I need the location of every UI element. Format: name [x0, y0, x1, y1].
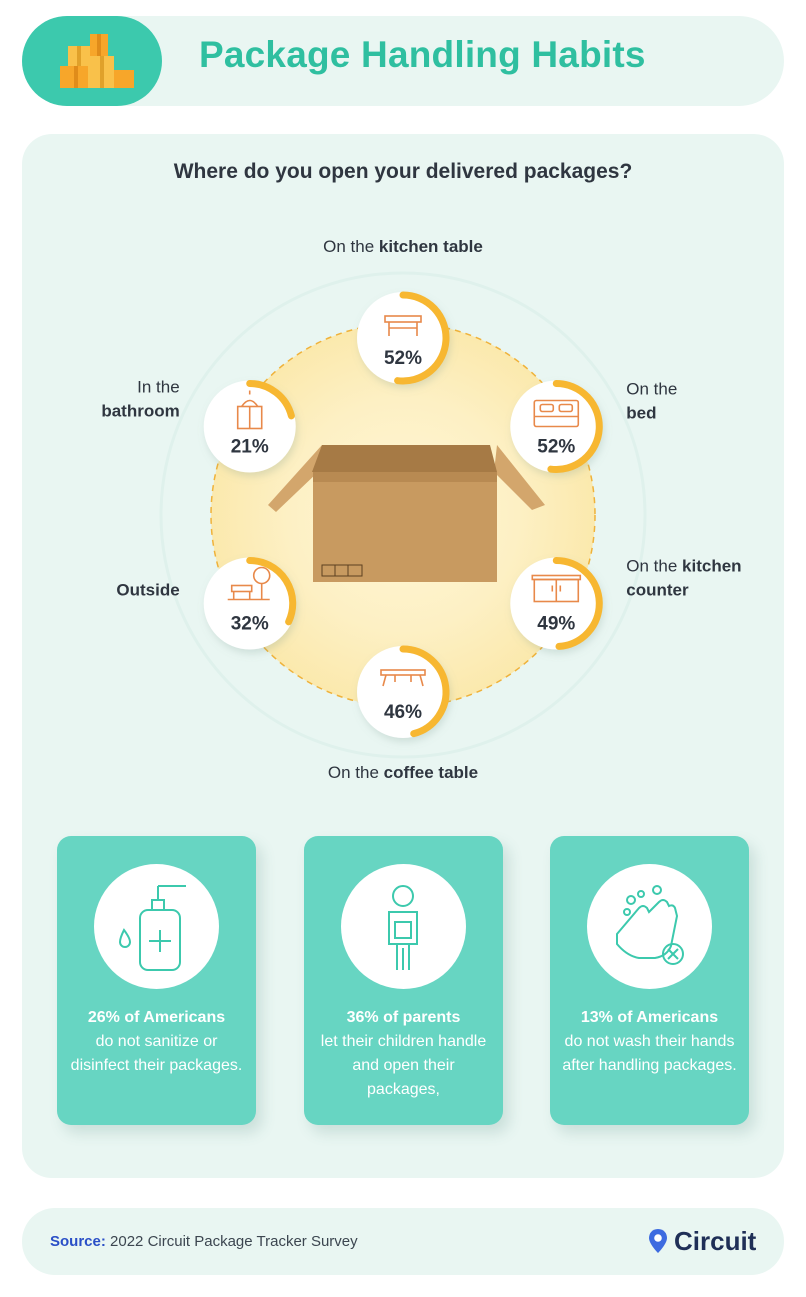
footer: Source: 2022 Circuit Package Tracker Sur… — [22, 1208, 784, 1275]
value-label: 52% — [384, 348, 422, 369]
counter-icon — [531, 574, 582, 603]
boxes-icon — [60, 34, 134, 88]
bed-icon — [533, 399, 580, 428]
category-label: On the bed — [626, 380, 677, 423]
location-pin-icon — [649, 1229, 667, 1253]
header-badge — [22, 16, 162, 106]
chart-title: Where do you open your delivered package… — [173, 160, 633, 183]
ring-disc — [203, 557, 296, 650]
coffee-table-icon — [380, 669, 426, 687]
stat-text: 13% of Americans do not wash their hands… — [562, 1009, 737, 1074]
source-label: Source: — [50, 1233, 106, 1250]
value-label: 46% — [384, 702, 422, 723]
value-arc — [399, 645, 450, 738]
category-label: Outside — [116, 581, 179, 600]
stat-text: 26% of Americans do not sanitize or disi… — [70, 1009, 243, 1074]
stat-text: 36% of parents let their children handle… — [320, 1009, 487, 1098]
brand-name: Circuit — [674, 1225, 757, 1256]
ring-disc — [510, 557, 603, 650]
stat-circle — [341, 864, 466, 989]
brand-logo: Circuit — [648, 1226, 756, 1256]
header-banner: Package Handling Habits — [22, 16, 784, 106]
ring-disc — [357, 292, 449, 384]
value-label: 32% — [231, 614, 269, 635]
stat-circle — [587, 864, 712, 989]
category-label: On the coffee table — [328, 763, 478, 782]
hand-wash-icon — [616, 885, 684, 965]
stat-circle — [94, 864, 219, 989]
value-label: 52% — [537, 437, 575, 458]
ring-outdoor-icon: 32% — [203, 557, 297, 650]
value-arc — [394, 291, 450, 385]
stat-card-handwash: 13% of Americans do not wash their hands… — [550, 836, 749, 1125]
value-label: 21% — [231, 437, 269, 458]
value-arc — [547, 380, 603, 473]
sanitizer-icon — [118, 885, 186, 971]
value-label: 49% — [537, 614, 575, 635]
ring-counter-icon: 49% — [510, 557, 603, 650]
value-arc — [246, 557, 297, 626]
ring-disc — [357, 646, 449, 738]
child-icon — [388, 885, 418, 970]
category-label: In the bathroom — [101, 378, 179, 421]
value-arc — [246, 380, 295, 420]
category-label: On the kitchen table — [323, 237, 483, 256]
page-title: Package Handling Habits — [199, 34, 646, 75]
ring-table-icon: 52% — [357, 291, 450, 385]
ring-coffee-table-icon: 46% — [357, 645, 450, 738]
ring-vanity-icon: 21% — [203, 380, 296, 473]
stat-card-children: 36% of parents let their children handle… — [304, 836, 503, 1125]
cardboard-box-illustration — [268, 445, 545, 582]
stat-card-sanitize: 26% of Americans do not sanitize or disi… — [57, 836, 256, 1125]
source-line: Source: 2022 Circuit Package Tracker Sur… — [50, 1233, 358, 1250]
ring-bed-icon: 52% — [510, 380, 603, 473]
table-icon — [384, 315, 422, 336]
value-arc — [552, 557, 603, 650]
category-label: On the kitchen counter — [626, 557, 741, 600]
source-text: 2022 Circuit Package Tracker Survey — [110, 1233, 358, 1250]
radial-chart: 52% 52% 49% 46% 32% 21% On the kitchen table O… — [101, 237, 741, 782]
vanity-icon — [236, 390, 263, 430]
outdoor-icon — [227, 566, 271, 601]
